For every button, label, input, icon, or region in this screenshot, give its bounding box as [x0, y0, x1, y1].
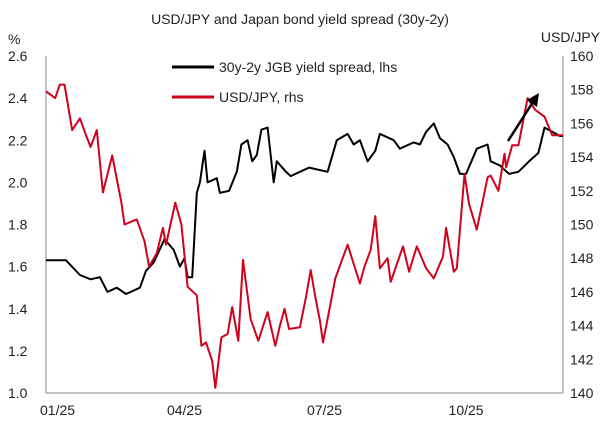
right-tick-label: 152 [570, 183, 594, 199]
left-tick-label: 2.2 [8, 132, 28, 148]
axes [45, 56, 564, 394]
left-tick-label: 1.8 [8, 217, 28, 233]
left-tick-label: 2.6 [8, 48, 28, 64]
right-tick-label: 148 [570, 250, 594, 266]
x-tick-label: 04/25 [167, 402, 202, 418]
x-tick-label: 01/25 [40, 402, 75, 418]
spread-series-line [46, 122, 563, 295]
left-tick-label: 2.0 [8, 174, 28, 190]
left-tick-label: 1.4 [8, 301, 28, 317]
right-tick-label: 150 [570, 217, 594, 233]
right-tick-label: 154 [570, 149, 594, 165]
series-lines [45, 83, 563, 389]
x-tick-label: 07/25 [307, 402, 342, 418]
x-tick-label: 10/25 [449, 402, 484, 418]
left-tick-label: 1.2 [8, 343, 28, 359]
left-tick-label: 1.0 [8, 385, 28, 401]
right-tick-label: 160 [570, 48, 594, 64]
left-tick-label: 1.6 [8, 259, 28, 275]
right-tick-label: 140 [570, 385, 594, 401]
right-tick-label: 156 [570, 115, 594, 131]
annotation-arrow-icon [506, 93, 539, 142]
right-tick-label: 158 [570, 82, 594, 98]
right-tick-label: 146 [570, 284, 594, 300]
legend-label-usdjpy: USD/JPY, rhs [219, 89, 304, 105]
usdjpy-series-line [45, 83, 563, 389]
tick-labels: 1.0 1.2 1.4 1.6 1.8 2.0 2.2 2.4 2.6 140 142 144 146 1… [8, 48, 594, 418]
right-tick-label: 144 [570, 318, 594, 334]
left-tick-label: 2.4 [8, 90, 28, 106]
legend-label-spread: 30y-2y JGB yield spread, lhs [219, 59, 397, 75]
right-axis-label: USD/JPY [541, 29, 601, 45]
left-axis-label: % [8, 31, 20, 47]
right-tick-label: 142 [570, 351, 594, 367]
legend: 30y-2y JGB yield spread, lhs USD/JPY, rh… [172, 59, 397, 105]
chart-title: USD/JPY and Japan bond yield spread (30y… [151, 11, 449, 27]
